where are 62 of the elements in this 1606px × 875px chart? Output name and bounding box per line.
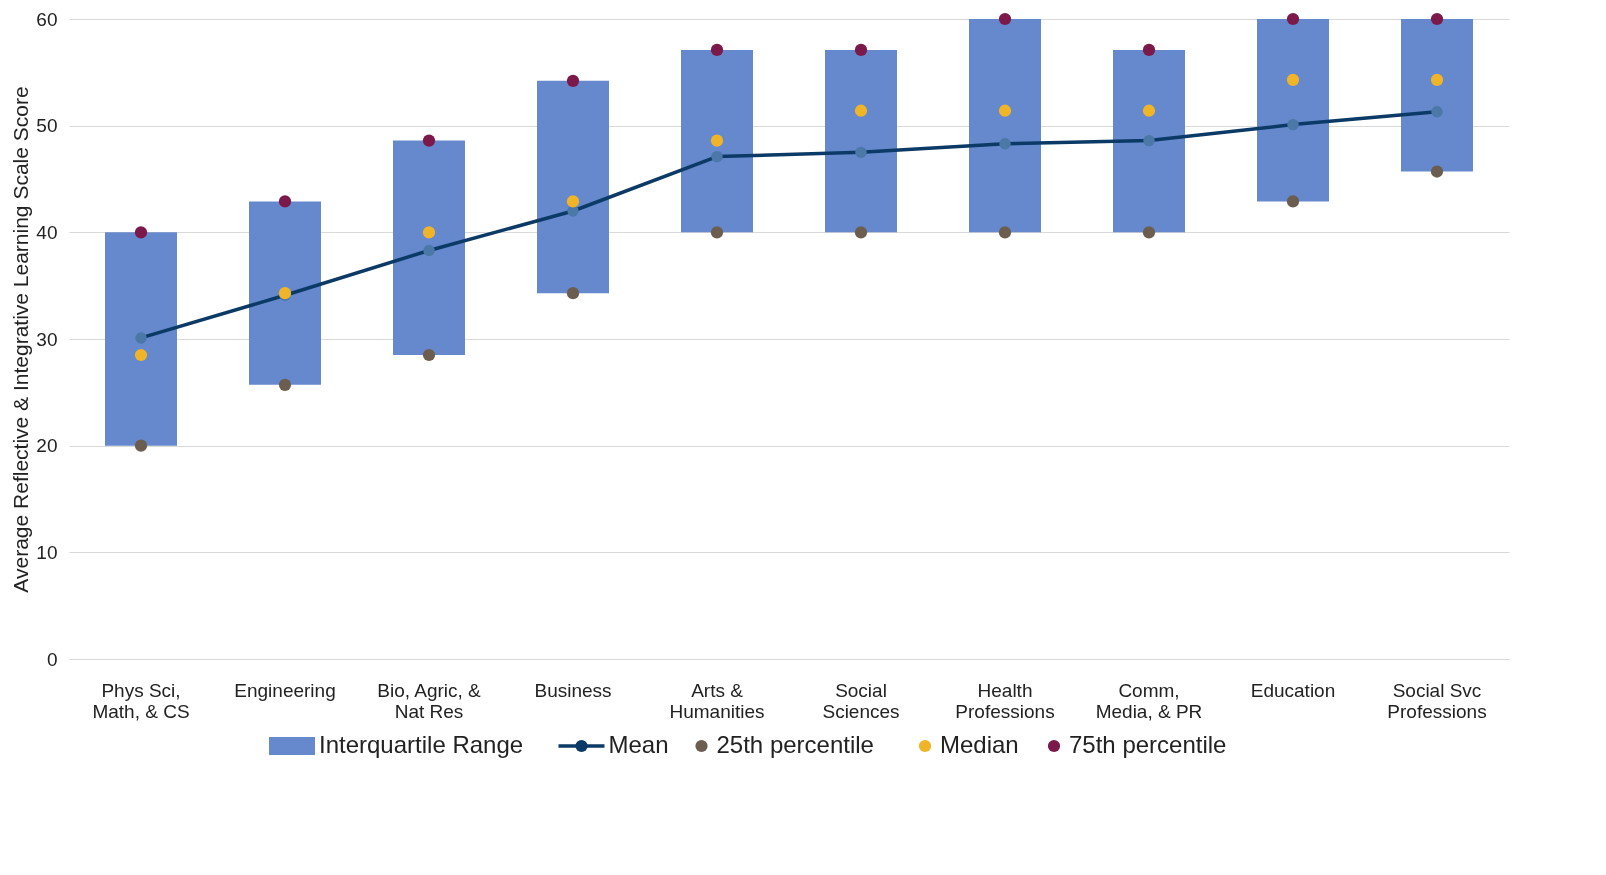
y-tick-label: 50	[36, 115, 58, 137]
point	[566, 74, 580, 87]
point	[566, 195, 580, 208]
x-tick-label: Social Sciences	[822, 679, 900, 722]
legend-label: Interquartile Range	[319, 731, 524, 758]
y-tick-label: 40	[36, 221, 58, 243]
point	[278, 195, 292, 208]
y-tick-label: 60	[36, 8, 58, 30]
point	[1430, 12, 1444, 26]
x-tick-label: Bio, Agric, & Nat Res	[377, 679, 482, 722]
y-tick-label: 0	[46, 648, 58, 670]
bar	[1113, 49, 1185, 233]
legend-label: Mean	[608, 731, 669, 758]
x-tick-label: Education	[1250, 679, 1336, 701]
point	[998, 104, 1012, 117]
bar	[1401, 19, 1473, 172]
point	[710, 134, 724, 147]
x-tick-label: Engineering	[234, 679, 336, 701]
point	[998, 226, 1012, 239]
point	[1142, 226, 1156, 239]
point	[1286, 12, 1300, 26]
y-tick-label: 30	[36, 328, 58, 350]
legend-label: 75th percentile	[1069, 731, 1227, 758]
x-tick-label: Social Svc Professions	[1387, 679, 1487, 722]
x-tick-label: Business	[534, 679, 612, 701]
bar	[825, 49, 897, 233]
point	[854, 104, 868, 117]
y-tick-label: 10	[36, 541, 58, 563]
point	[134, 226, 148, 239]
point	[134, 348, 148, 362]
point	[854, 43, 868, 57]
point	[134, 439, 148, 452]
bar	[969, 19, 1041, 233]
bar	[249, 201, 321, 385]
bar	[105, 232, 177, 446]
x-tick-label: Arts & Humanities	[669, 679, 765, 722]
point	[854, 226, 868, 239]
legend-label: Median	[940, 731, 1019, 758]
point	[422, 348, 436, 362]
point	[566, 287, 580, 300]
bar	[537, 80, 609, 294]
bar	[393, 140, 465, 355]
point	[1430, 165, 1444, 178]
point	[1142, 43, 1156, 57]
point	[1142, 104, 1156, 117]
x-tick-label: Health Professions	[955, 679, 1055, 722]
point	[422, 134, 436, 147]
point	[710, 226, 724, 239]
point	[1286, 195, 1300, 208]
bar	[681, 49, 753, 233]
point	[422, 226, 436, 239]
x-tick-label: Phys Sci, Math, & CS	[92, 679, 190, 722]
point	[278, 378, 292, 391]
x-tick-label: Comm, Media, & PR	[1095, 679, 1203, 722]
legend-label: 25th percentile	[716, 731, 874, 758]
y-tick-label: 20	[36, 435, 58, 457]
point	[710, 43, 724, 57]
point	[998, 12, 1012, 26]
point	[1430, 73, 1444, 86]
y-axis-title: Average Reflective & Integrative Learning Scale Score	[9, 86, 33, 593]
point	[1286, 73, 1300, 86]
bar	[1257, 19, 1329, 202]
